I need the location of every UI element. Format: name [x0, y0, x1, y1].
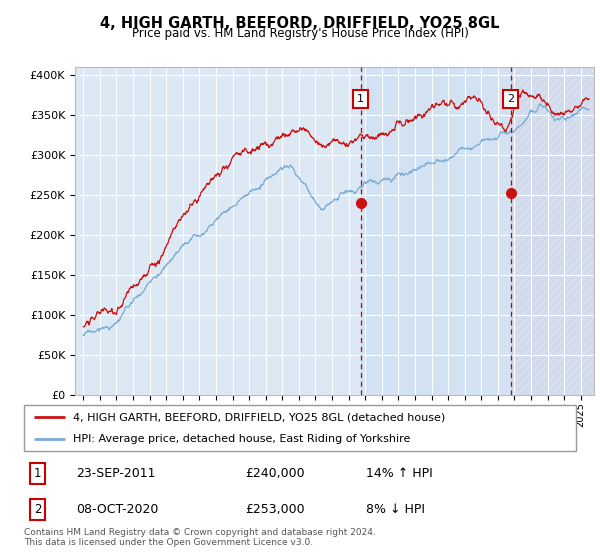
Bar: [511, 67, 594, 395]
Text: Price paid vs. HM Land Registry's House Price Index (HPI): Price paid vs. HM Land Registry's House …: [131, 27, 469, 40]
Text: 8% ↓ HPI: 8% ↓ HPI: [366, 503, 425, 516]
Bar: [361, 67, 511, 395]
Text: 23-SEP-2011: 23-SEP-2011: [76, 467, 156, 480]
Text: 08-OCT-2020: 08-OCT-2020: [76, 503, 159, 516]
Text: 2: 2: [507, 94, 514, 104]
Text: 1: 1: [357, 94, 364, 104]
Text: 4, HIGH GARTH, BEEFORD, DRIFFIELD, YO25 8GL (detached house): 4, HIGH GARTH, BEEFORD, DRIFFIELD, YO25 …: [73, 412, 445, 422]
Text: Contains HM Land Registry data © Crown copyright and database right 2024.
This d: Contains HM Land Registry data © Crown c…: [24, 528, 376, 547]
Text: £253,000: £253,000: [245, 503, 304, 516]
Text: 4, HIGH GARTH, BEEFORD, DRIFFIELD, YO25 8GL: 4, HIGH GARTH, BEEFORD, DRIFFIELD, YO25 …: [100, 16, 500, 31]
Text: 2: 2: [34, 503, 41, 516]
FancyBboxPatch shape: [24, 405, 576, 451]
Text: HPI: Average price, detached house, East Riding of Yorkshire: HPI: Average price, detached house, East…: [73, 435, 410, 444]
Text: 1: 1: [34, 467, 41, 480]
Text: 14% ↑ HPI: 14% ↑ HPI: [366, 467, 433, 480]
Text: £240,000: £240,000: [245, 467, 304, 480]
